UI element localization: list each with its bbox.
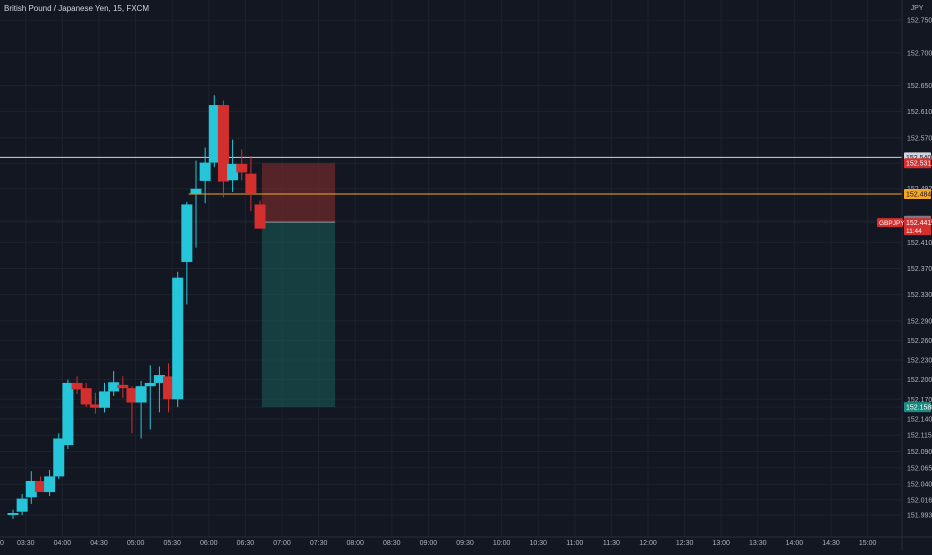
time-tick-label: 10:00 [493,540,511,547]
price-tick-label: 152.016 [907,497,932,504]
current-price-value: 152.441 [906,220,931,227]
time-tick-label: 08:00 [346,540,364,547]
time-tick-label: 04:30 [90,540,108,547]
candle-down [80,388,92,405]
time-tick-label: 07:30 [310,540,328,547]
time-tick-label: 08:30 [383,540,401,547]
candle-up [44,476,56,493]
time-tick-label: 06:00 [200,540,218,547]
time-tick-label: 09:30 [456,540,474,547]
candle-down [236,163,248,173]
symbol-title[interactable]: British Pound / Japanese Yen, 15, FXCM [4,4,149,13]
time-tick-label: 13:30 [749,540,767,547]
candle-up [227,163,239,181]
price-tick-label: 152.370 [907,266,932,273]
candle-down [89,404,101,408]
candle-up [199,162,211,181]
time-tick-label: 06:30 [237,540,255,547]
price-tick-label: 152.115 [907,433,932,440]
grid-layer [0,0,902,537]
candle-down [163,376,175,400]
horizontal-lines[interactable] [0,156,902,195]
price-tick-label: 152.610 [907,109,932,116]
candle-up [153,375,165,383]
countdown-timer: 11:44 [906,228,922,235]
price-tick-label: 152.700 [907,50,932,57]
symbol-tag-text: GBPJPY [879,220,905,227]
price-tick-label: 152.290 [907,318,932,325]
time-tick-label: 0 [0,540,4,547]
candle-up [16,498,28,512]
time-tick-label: 05:00 [127,540,145,547]
candle-up [172,277,184,400]
price-tick-label: 152.260 [907,338,932,345]
candles [7,95,266,519]
price-tick-label: 152.040 [907,482,932,489]
price-label-text: 152.484 [906,191,931,198]
time-tick-label: 05:30 [163,540,181,547]
stop-loss-zone [261,163,336,223]
price-labels: 152.540152.531152.484152.443152.158GBPJP… [877,152,931,413]
price-label-text: 152.531 [906,161,931,168]
position-tool[interactable] [261,163,336,408]
time-tick-label: 13:00 [712,540,730,547]
candle-up [7,513,19,515]
time-tick-label: 09:00 [420,540,438,547]
time-tick-label: 15:00 [859,540,877,547]
price-tick-label: 152.090 [907,449,932,456]
candle-up [144,382,156,387]
symbol-tag-box [877,218,903,228]
time-tick-label: 14:30 [822,540,840,547]
currency-label: JPY [911,5,924,12]
candle-down [217,105,229,182]
price-tick-label: 152.650 [907,83,932,90]
price-label-text: 152.158 [906,405,931,412]
price-label-box [904,188,931,199]
time-tick-label: 04:00 [54,540,72,547]
candle-down [245,173,257,194]
price-tick-label: 152.170 [907,397,932,404]
price-label-box [904,158,931,169]
time-tick-label: 11:30 [603,540,620,547]
candle-up [208,105,220,163]
candle-up [62,382,74,446]
candle-down [254,204,266,229]
price-tick-label: 152.570 [907,135,932,142]
candle-up [99,391,110,408]
candle-up [25,480,37,498]
price-tick-label: 152.230 [907,358,932,365]
candle-up [181,204,193,262]
time-tick-label: 07:00 [273,540,291,547]
time-axis[interactable]: 0 03:30 04:00 04:30 05:00 05:30 06:00 06:30 07:0… [0,536,932,547]
candle-down [71,382,83,390]
price-tick-label: 151.993 [907,512,932,519]
price-tick-label: 152.330 [907,292,932,299]
candle-up [108,382,120,392]
price-tick-label: 152.750 [907,18,932,25]
price-label-box [904,402,931,413]
current-price-box [904,218,931,236]
candle-up [53,438,65,477]
price-tick-label: 152.140 [907,416,932,423]
candle-down [34,480,46,493]
time-tick-label: 12:30 [676,540,694,547]
time-tick-label: 10:30 [529,540,547,547]
price-tick-label: 152.410 [907,240,932,247]
time-tick-label: 14:00 [786,540,804,547]
candle-up [190,188,202,194]
candle-up [135,386,147,403]
time-tick-label: 12:00 [639,540,657,547]
take-profit-zone [261,222,336,408]
time-tick-label: 11:00 [566,540,583,547]
price-tick-label: 152.065 [907,465,932,472]
time-tick-label: 03:30 [17,540,35,547]
candle-down [126,388,138,403]
price-tick-label: 152.200 [907,377,932,384]
candle-down [117,384,129,389]
